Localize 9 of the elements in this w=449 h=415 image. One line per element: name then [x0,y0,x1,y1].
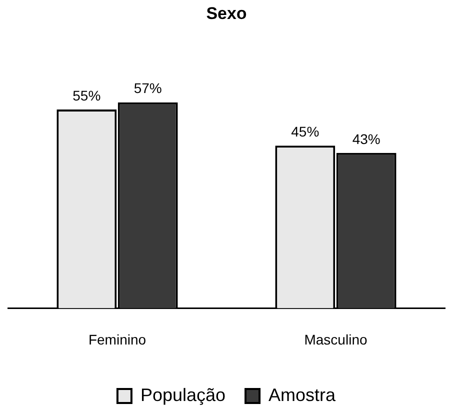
data-label: 45% [291,124,320,140]
chart-title: Sexo [206,4,247,23]
legend-label: Amostra [268,384,337,405]
data-label: 57% [134,80,162,96]
data-label: 55% [72,87,101,104]
data-label: 43% [352,130,380,147]
x-tick-label: Feminino [88,331,146,348]
x-tick-label: Masculino [304,331,368,348]
legend-label: População [140,384,226,405]
